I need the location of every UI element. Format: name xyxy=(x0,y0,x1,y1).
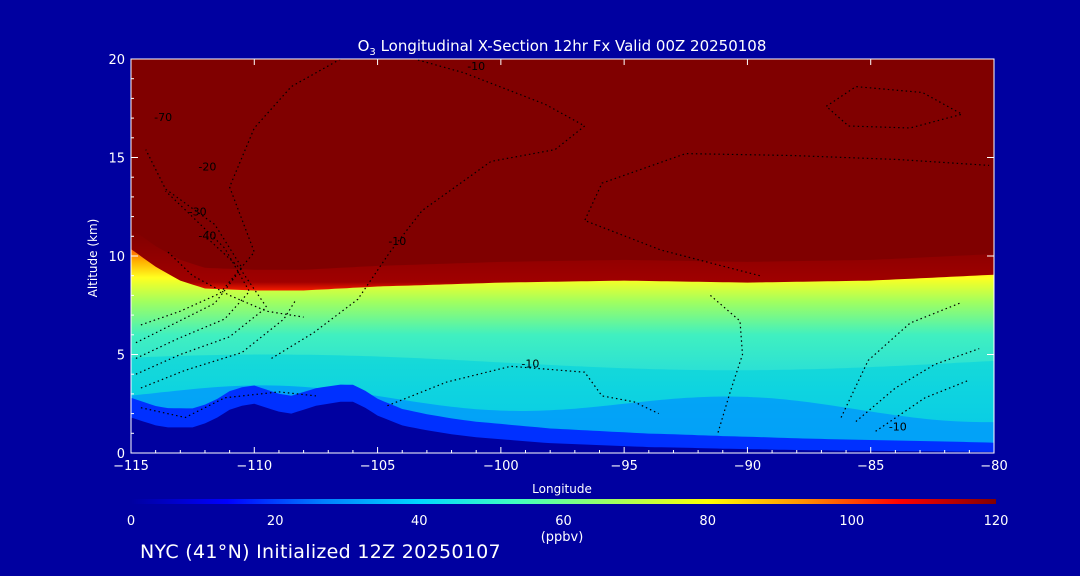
contour-label-0: -10 xyxy=(467,60,485,73)
y-axis-label: Altitude (km) xyxy=(86,219,100,298)
contour-label-4: -40 xyxy=(198,229,216,242)
contour-line-6 xyxy=(271,59,586,359)
contour-line-4 xyxy=(135,237,268,375)
x-tick-label-5: −90 xyxy=(734,459,761,474)
colorbar-tick-label-2: 40 xyxy=(411,514,428,529)
contour-lines xyxy=(135,59,990,434)
contour-label-7: -10 xyxy=(889,420,907,433)
colorbar-tick-label-3: 60 xyxy=(555,514,572,529)
x-tick-label-0: −115 xyxy=(113,459,149,474)
contour-label-3: -30 xyxy=(189,206,207,219)
y-tick-label-1: 5 xyxy=(117,349,125,364)
contour-line-5 xyxy=(140,298,297,389)
colorbar-tick-label-4: 80 xyxy=(699,514,716,529)
contour-line-11 xyxy=(875,379,970,432)
x-axis: −115 −110 −105 −100 −95 −90 −85 −80 xyxy=(113,59,1008,474)
colorbar-ticks: 0 20 40 60 80 100 120 xyxy=(127,514,1009,529)
x-tick-label-4: −95 xyxy=(610,459,637,474)
x-tick-label-3: −100 xyxy=(483,459,519,474)
contour-label-2: -20 xyxy=(198,160,216,173)
colorbar: 0 20 40 60 80 100 120 (ppbv) xyxy=(127,499,1009,545)
x-tick-label-1: −110 xyxy=(236,459,272,474)
colorbar-gradient xyxy=(131,499,996,504)
contour-line-12 xyxy=(840,302,960,418)
colorbar-tick-label-5: 100 xyxy=(839,514,864,529)
colorbar-tick-label-0: 0 xyxy=(127,514,135,529)
contour-line-3 xyxy=(135,190,251,359)
plot-area: -10 -70 -20 -30 -40 -10 -10 -10 xyxy=(131,59,994,453)
contour-line-9 xyxy=(710,294,744,434)
contour-label-6: -10 xyxy=(521,357,539,370)
x-tick-label-6: −85 xyxy=(857,459,884,474)
contour-line-8 xyxy=(387,365,659,415)
colorbar-unit: (ppbv) xyxy=(541,530,584,545)
tropopause-transition-band xyxy=(131,228,994,292)
y-tick-label-3: 15 xyxy=(108,152,125,167)
terrain-mask xyxy=(131,401,994,453)
colorbar-tick-label-6: 120 xyxy=(984,514,1009,529)
x-axis-label: Longitude xyxy=(532,482,592,496)
y-tick-label-4: 20 xyxy=(108,53,125,68)
x-tick-label-7: −80 xyxy=(980,459,1007,474)
contour-label-5: -10 xyxy=(388,235,406,248)
colorbar-tick-label-1: 20 xyxy=(267,514,284,529)
y-axis: 0 5 10 15 20 xyxy=(108,53,994,462)
x-tick-label-2: −105 xyxy=(360,459,396,474)
initialization-caption: NYC (41°N) Initialized 12Z 20250107 xyxy=(140,541,501,563)
contour-labels: -10 -70 -20 -30 -40 -10 -10 -10 xyxy=(154,60,907,433)
y-tick-label-2: 10 xyxy=(108,250,125,265)
contour-label-1: -70 xyxy=(154,111,172,124)
y-tick-label-0: 0 xyxy=(117,447,125,462)
contour-line-0 xyxy=(167,251,304,318)
chart-title: O3 Longitudinal X-Section 12hr Fx Valid … xyxy=(358,37,767,58)
